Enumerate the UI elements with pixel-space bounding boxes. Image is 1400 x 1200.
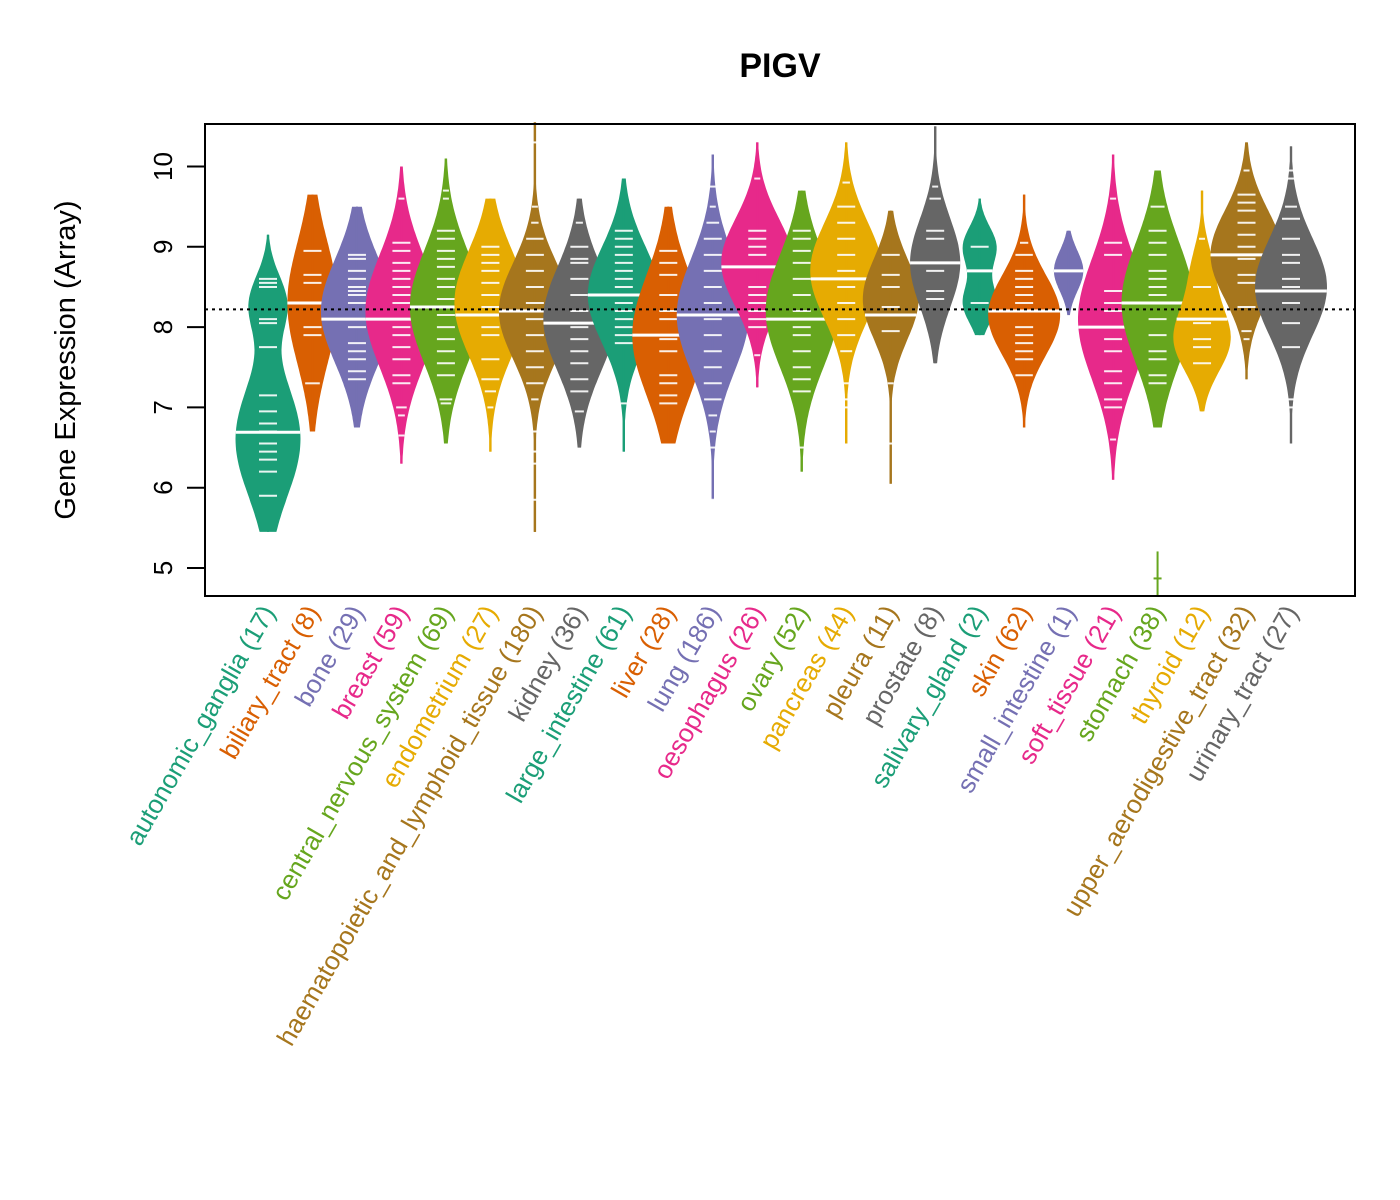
violin-prostate (910, 126, 961, 364)
y-tick-label: 5 (148, 561, 178, 575)
y-axis-label: Gene Expression (Array) (50, 200, 82, 519)
y-tick-label: 8 (148, 320, 178, 334)
violin-lung (676, 154, 749, 501)
y-tick-label: 7 (148, 400, 178, 414)
violin-urinary-tract (1255, 146, 1327, 444)
violin-pleura (862, 210, 919, 484)
violin-thyroid (1173, 190, 1231, 412)
violin-salivary-gland (962, 198, 997, 336)
chart-title: PIGV (739, 47, 821, 85)
y-tick-label: 9 (148, 240, 178, 254)
violin-central-nervous-system (409, 158, 482, 444)
y-axis: 5 6 7 8 9 10 (148, 152, 205, 575)
violin-skin (988, 194, 1061, 428)
y-tick-label: 6 (148, 480, 178, 494)
violin-group (235, 122, 1327, 595)
plot-frame (204, 123, 1356, 597)
violin-upper-aerodigestive-tract (1210, 142, 1283, 380)
violin-biliary-tract (287, 194, 338, 432)
violin-endometrium (454, 198, 527, 452)
x-axis-labels: autonomic_ganglia (17)biliary_tract (8)b… (119, 600, 1304, 1051)
violin-stomach (1121, 170, 1194, 595)
y-tick-label: 10 (148, 152, 178, 181)
violin-pancreas (810, 142, 883, 444)
violin-small-intestine (1053, 230, 1084, 316)
violin-bone (321, 206, 393, 428)
